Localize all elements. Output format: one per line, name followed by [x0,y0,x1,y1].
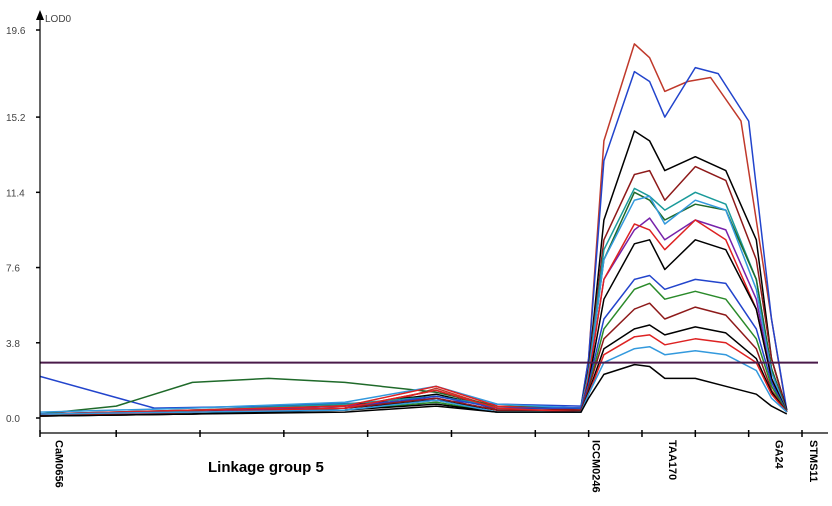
lod-curve-1 [40,44,787,414]
marker-label: STMS11 [807,440,819,482]
series-group [40,44,787,416]
axes: LOD0 [36,10,828,433]
lod-curve-12 [40,283,787,416]
linkage-group-label: Linkage group 5 [208,459,324,476]
y-tick-label: 0.0 [6,414,20,425]
y-tick-label: 3.8 [6,339,20,350]
lod-curve-6 [40,192,787,414]
y-tick-label: 11.4 [6,188,25,199]
marker-labels: CaM0656 ICCM0246 TAA170 GA24 STMS11 [52,440,818,493]
lod-curve-7 [40,196,787,412]
lod-curve-9 [40,220,787,414]
marker-label: GA24 [773,440,785,470]
y-tick-label: 19.6 [6,26,26,37]
y-axis-label: LOD0 [45,14,72,25]
y-tick-label: 15.2 [6,113,26,124]
marker-label: CaM0656 [52,440,64,488]
lod-curve-5 [40,188,787,416]
marker-label: TAA170 [666,440,678,480]
marker-label: ICCM0246 [590,440,602,493]
lod-curve-8 [40,218,787,414]
lod-curve-3 [40,131,787,414]
y-axis-arrow-icon [36,10,44,20]
y-tick-label: 7.6 [6,264,20,275]
lod-curve-2 [40,68,787,411]
y-ticks: 0.0 3.8 7.6 11.4 15.2 19.6 [6,26,40,425]
